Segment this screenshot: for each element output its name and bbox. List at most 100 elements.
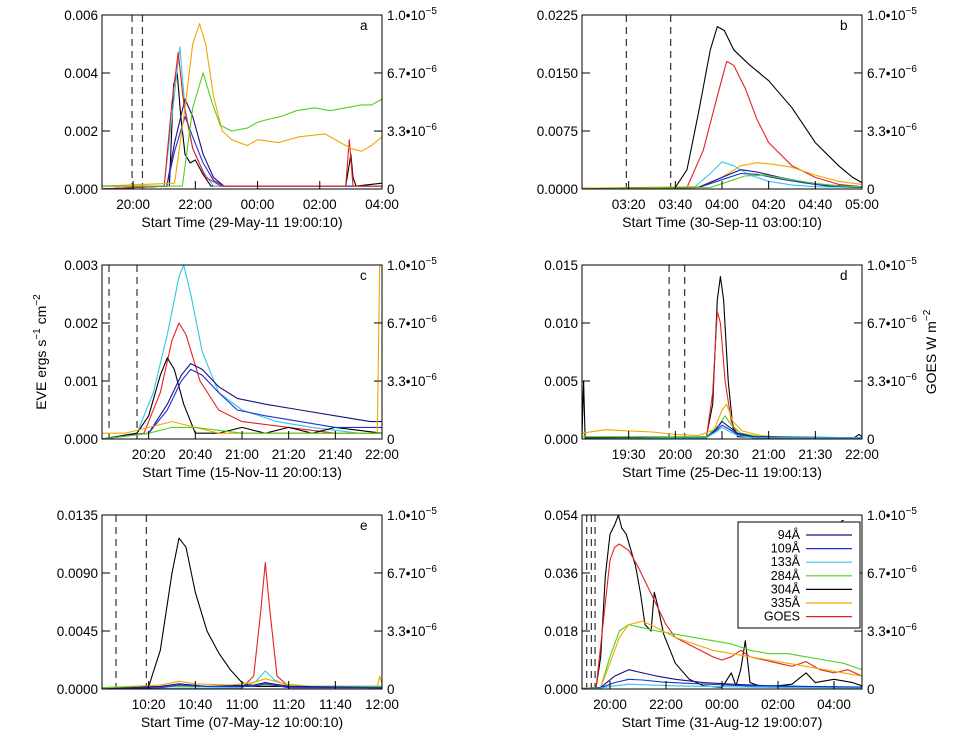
right-tick-base: 0 [867, 182, 875, 197]
series-line [582, 276, 862, 439]
x-tick-label: 03:20 [612, 197, 646, 212]
series-line [102, 23, 382, 187]
panel-letter: e [360, 518, 368, 533]
panel-c: 0.0000.0010.0020.00303.3•10−66.7•10−61.0… [64, 256, 437, 480]
series-line [102, 72, 382, 187]
left-axis-title-sup2: −2 [32, 294, 43, 306]
series-group [102, 537, 382, 689]
right-tick-exp: −5 [426, 506, 438, 517]
right-tick-exp: −6 [426, 122, 438, 133]
y-tick-label: 0.018 [544, 624, 578, 639]
right-tick-label: 3.3•10−6 [867, 622, 917, 639]
y-tick-label: 0.002 [64, 316, 98, 331]
x-tick-label: 21:00 [752, 447, 786, 462]
series-line [102, 46, 382, 189]
panel-letter: a [360, 18, 368, 33]
x-tick-label: 11:00 [226, 697, 259, 712]
series-line [102, 682, 382, 689]
x-axis-title: Start Time (29-May-11 19:00:10) [141, 214, 342, 230]
y-tick-label: 0.000 [64, 432, 98, 447]
series-line [102, 98, 382, 189]
right-axis-title-sup: −2 [922, 309, 933, 321]
right-tick-label: 1.0•10−5 [387, 256, 437, 273]
x-tick-label: 11:20 [272, 697, 305, 712]
y-tick-label: 0.003 [64, 258, 98, 273]
right-tick-label: 3.3•10−6 [387, 622, 437, 639]
series-line [102, 265, 382, 434]
panel-d: 0.0000.0050.0100.01503.3•10−66.7•10−61.0… [544, 256, 917, 480]
right-tick-exp: −5 [426, 6, 438, 17]
right-tick-label: 6.7•10−6 [867, 64, 917, 81]
series-line [102, 52, 382, 189]
series-line [582, 161, 862, 189]
right-tick-exp: −6 [426, 564, 438, 575]
right-tick-base: 1.0•10 [387, 508, 426, 523]
x-tick-label: 22:00 [845, 447, 879, 462]
right-tick-exp: −6 [906, 622, 918, 633]
panels-layer: 0.0000.0020.0040.00603.3•10−66.7•10−61.0… [57, 6, 918, 730]
series-line [102, 265, 382, 439]
right-tick-label: 3.3•10−6 [867, 122, 917, 139]
right-axis-title: GOES W m−2 [922, 309, 939, 394]
x-tick-label: 05:00 [845, 197, 879, 212]
legend-label: 335Å [771, 595, 801, 610]
x-tick-label: 20:00 [593, 697, 627, 712]
x-tick-label: 11:40 [319, 697, 352, 712]
panel-letter: c [360, 268, 367, 283]
y-tick-label: 0.001 [64, 374, 98, 389]
series-group [582, 276, 862, 439]
y-tick-label: 0.0075 [537, 124, 578, 139]
series-line [102, 683, 382, 689]
right-tick-exp: −6 [426, 64, 438, 75]
right-tick-label: 6.7•10−6 [387, 64, 437, 81]
x-tick-label: 04:20 [752, 197, 786, 212]
series-line [582, 426, 862, 439]
right-tick-label: 0 [867, 432, 875, 447]
y-tick-label: 0.000 [544, 682, 578, 697]
series-line [102, 675, 382, 689]
legend-label: GOES [764, 610, 800, 624]
right-tick-base: 6.7•10 [387, 316, 426, 331]
y-tick-label: 0.015 [544, 258, 578, 273]
right-axis-title-main: GOES W m [923, 321, 939, 394]
right-tick-exp: −5 [906, 6, 918, 17]
right-tick-base: 0 [387, 682, 395, 697]
right-tick-base: 6.7•10 [867, 566, 906, 581]
panel-letter: b [840, 18, 848, 33]
legend-label: 133Å [771, 554, 801, 569]
x-tick-label: 00:00 [241, 197, 275, 212]
series-line [102, 537, 382, 689]
right-tick-base: 3.3•10 [387, 124, 426, 139]
y-tick-label: 0.0090 [57, 566, 98, 581]
series-line [102, 426, 382, 439]
right-tick-base: 1.0•10 [867, 258, 906, 273]
y-tick-label: 0.002 [64, 124, 98, 139]
right-tick-label: 0 [867, 182, 875, 197]
series-line [582, 403, 862, 439]
series-line [582, 543, 862, 689]
series-line [582, 515, 862, 689]
x-tick-label: 20:20 [132, 447, 166, 462]
x-tick-label: 21:40 [318, 447, 352, 462]
right-tick-base: 3.3•10 [867, 124, 906, 139]
x-tick-label: 20:30 [705, 447, 739, 462]
plot-frame [581, 14, 863, 190]
right-tick-exp: −6 [906, 314, 918, 325]
series-line [582, 26, 862, 189]
y-tick-label: 0.0045 [57, 624, 98, 639]
x-tick-label: 04:00 [365, 197, 399, 212]
right-tick-base: 1.0•10 [867, 8, 906, 23]
series-line [582, 60, 862, 189]
right-tick-label: 1.0•10−5 [387, 506, 437, 523]
y-tick-label: 0.036 [544, 566, 578, 581]
panel-f: 0.0000.0180.0360.05403.3•10−66.7•10−61.0… [544, 506, 917, 730]
right-tick-label: 0 [867, 682, 875, 697]
x-tick-label: 21:30 [798, 447, 832, 462]
y-tick-label: 0.0000 [57, 682, 98, 697]
legend-box [737, 521, 861, 629]
x-tick-label: 20:40 [178, 447, 212, 462]
right-tick-base: 3.3•10 [867, 624, 906, 639]
x-tick-label: 10:40 [178, 697, 212, 712]
right-tick-base: 3.3•10 [387, 374, 426, 389]
